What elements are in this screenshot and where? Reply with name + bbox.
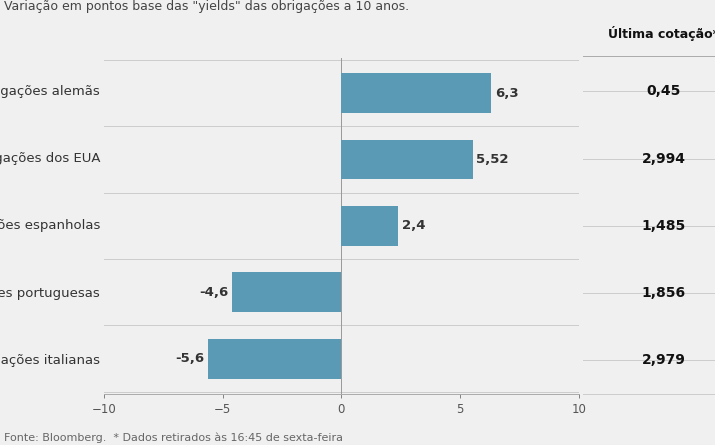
- Text: 2,994: 2,994: [641, 152, 686, 166]
- Text: 1,856: 1,856: [641, 286, 686, 300]
- Text: Obrigações italianas: Obrigações italianas: [0, 354, 100, 367]
- Bar: [342, 140, 473, 179]
- Text: -4,6: -4,6: [199, 286, 229, 299]
- Text: 2,979: 2,979: [641, 353, 686, 367]
- Bar: [232, 272, 342, 312]
- Bar: [342, 206, 398, 246]
- Text: 1,485: 1,485: [641, 219, 686, 233]
- Bar: [342, 73, 491, 113]
- Text: 2,4: 2,4: [402, 219, 425, 232]
- Text: Obrigações dos EUA: Obrigações dos EUA: [0, 152, 100, 165]
- Text: Fonte: Bloomberg.  * Dados retirados às 16:45 de sexta-feira: Fonte: Bloomberg. * Dados retirados às 1…: [4, 432, 342, 443]
- Text: Variação em pontos base das "yields" das obrigações a 10 anos.: Variação em pontos base das "yields" das…: [4, 0, 409, 13]
- Text: Obrigações alemãs: Obrigações alemãs: [0, 85, 100, 98]
- Text: Obrigações espanholas: Obrigações espanholas: [0, 219, 100, 232]
- Text: Última cotação*: Última cotação*: [608, 26, 715, 41]
- Text: -5,6: -5,6: [176, 352, 204, 365]
- Text: 0,45: 0,45: [646, 85, 681, 98]
- Text: 5,52: 5,52: [476, 153, 508, 166]
- Bar: [208, 339, 342, 379]
- Text: Obrigações portuguesas: Obrigações portuguesas: [0, 287, 100, 299]
- Text: 6,3: 6,3: [495, 86, 518, 100]
